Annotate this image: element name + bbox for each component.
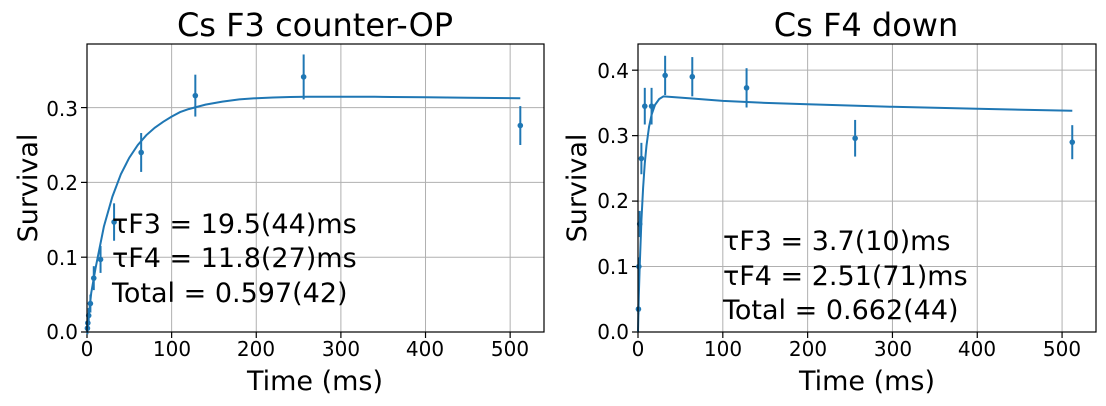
data-point xyxy=(87,300,94,307)
data-point xyxy=(300,74,307,80)
x-tick-label: 100 xyxy=(153,337,191,361)
data-point xyxy=(743,85,750,91)
y-axis-label-left: Survival xyxy=(13,134,44,243)
x-tick-label: 400 xyxy=(958,337,996,361)
y-tick-label: 0.3 xyxy=(46,97,78,121)
data-point xyxy=(111,219,117,225)
data-point xyxy=(689,73,696,80)
data-point xyxy=(641,103,648,109)
fit-line xyxy=(637,95,1073,333)
y-tick-label: 0.0 xyxy=(597,320,629,344)
data-point xyxy=(138,149,144,156)
annotation-tau-f4-right: τF4 = 2.51(71)ms xyxy=(723,261,968,292)
data-point xyxy=(192,92,199,99)
plot-frame-right xyxy=(637,43,1097,333)
data-point xyxy=(517,122,524,129)
fit-curve-right xyxy=(637,95,1073,333)
annotation-tau-f4-left: τF4 = 11.8(27)ms xyxy=(112,243,357,274)
x-tick-label: 300 xyxy=(874,337,912,361)
y-axis-label-right: Survival xyxy=(562,134,593,243)
x-tick-label: 0 xyxy=(632,337,645,361)
annotation-tau-f3-right: τF3 = 3.7(10)ms xyxy=(723,226,950,257)
data-point xyxy=(852,135,858,142)
data-point xyxy=(1069,139,1076,145)
data-point xyxy=(636,263,642,270)
annotation-total-right: Total = 0.662(44) xyxy=(722,295,959,326)
data-point xyxy=(638,155,645,162)
data-point xyxy=(97,256,104,263)
data-point xyxy=(648,103,655,109)
grid-right xyxy=(632,44,1096,338)
y-tick-label: 0.3 xyxy=(597,124,629,148)
x-tick-label: 500 xyxy=(1043,337,1081,361)
x-axis-label-right: Time (ms) xyxy=(798,366,935,397)
data-point xyxy=(90,275,97,281)
chart-left: Cs F3 counter-OP 0 100 200 300 400 500 0… xyxy=(13,6,545,397)
x-tick-label: 200 xyxy=(789,337,827,361)
x-tick-label: 0 xyxy=(81,337,94,361)
y-tick-label: 0.2 xyxy=(597,189,629,213)
fit-curve-left xyxy=(86,95,521,333)
points-right xyxy=(635,55,1076,315)
y-tick-label: 0.2 xyxy=(46,171,78,195)
y-tick-label: 0.0 xyxy=(46,320,78,344)
annotation-tau-f3-left: τF3 = 19.5(44)ms xyxy=(112,209,357,240)
data-point xyxy=(662,72,668,79)
x-tick-label: 500 xyxy=(491,337,529,361)
x-axis-label-left: Time (ms) xyxy=(246,366,383,397)
annotation-total-left: Total = 0.597(42) xyxy=(111,278,348,309)
x-tick-label: 400 xyxy=(406,337,444,361)
x-tick-label: 100 xyxy=(704,337,742,361)
y-tick-label: 0.4 xyxy=(597,59,629,83)
chart-title-left: Cs F3 counter-OP xyxy=(177,6,453,44)
chart-right: Cs F4 down 0 100 200 300 400 500 0.0 0.1… xyxy=(562,6,1097,397)
x-tick-label: 300 xyxy=(322,337,360,361)
x-tick-label: 200 xyxy=(237,337,275,361)
y-tick-label: 0.1 xyxy=(597,255,629,279)
y-tick-label: 0.1 xyxy=(46,246,78,270)
plot-frame-left xyxy=(86,43,545,333)
chart-title-right: Cs F4 down xyxy=(774,6,958,44)
fit-line xyxy=(86,95,521,333)
